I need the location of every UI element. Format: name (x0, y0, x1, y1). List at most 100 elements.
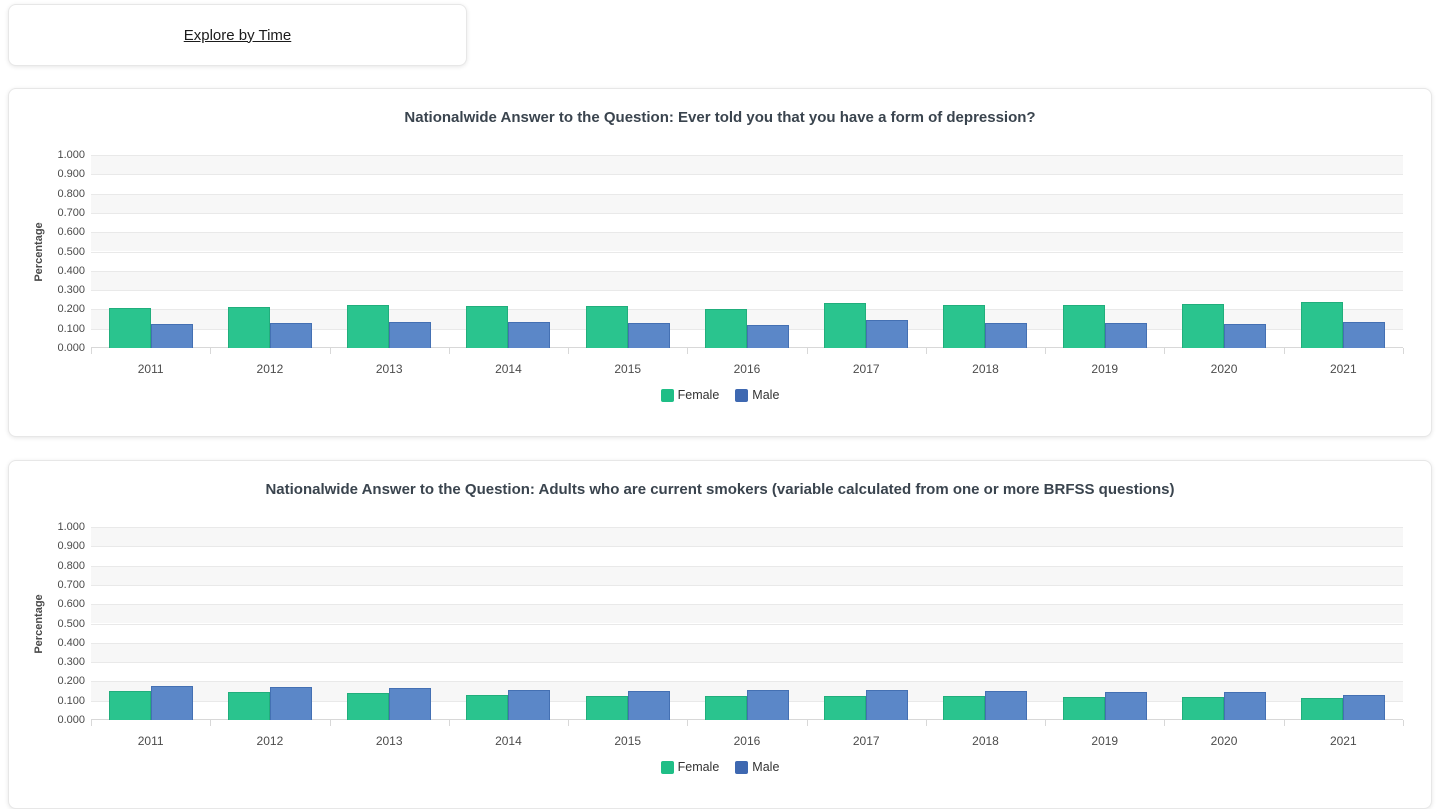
x-axis-label-2011: 2011 (137, 362, 164, 376)
bar-male-2012[interactable] (269, 323, 312, 348)
gridline (91, 546, 1403, 548)
bar-female-2014[interactable] (466, 695, 509, 720)
y-axis-tick-label: 1.000 (57, 521, 85, 533)
y-axis-tick-label: 0.200 (57, 675, 85, 688)
bar-male-2014[interactable] (508, 689, 551, 720)
chart-title: Nationalwide Answer to the Question: Adu… (265, 481, 1175, 498)
x-axis-label-2011: 2011 (137, 734, 164, 748)
bar-female-2011[interactable] (108, 691, 151, 720)
legend-label-male: Male (752, 388, 780, 402)
bar-male-2016[interactable] (746, 690, 789, 720)
smokers-chart-card: Nationalwide Answer to the Question: Adu… (8, 460, 1432, 809)
bar-female-2020[interactable] (1182, 304, 1225, 348)
bar-male-2015[interactable] (627, 690, 670, 720)
y-axis-tick-label: 0.500 (57, 617, 85, 630)
gridline (91, 155, 1403, 156)
bar-female-2014[interactable] (466, 305, 509, 348)
bar-male-2021[interactable] (1343, 694, 1386, 720)
bar-male-2011[interactable] (150, 686, 193, 720)
x-axis-tick (91, 720, 92, 726)
bar-group-2015 (568, 527, 687, 720)
x-axis-tick (568, 720, 570, 726)
bar-male-2019[interactable] (1104, 322, 1147, 348)
legend-swatch-male (735, 760, 749, 774)
legend-item-male[interactable]: Male (735, 759, 779, 775)
bar-male-2015[interactable] (627, 322, 670, 348)
x-axis-tick (210, 720, 212, 726)
bar-female-2019[interactable] (1062, 696, 1105, 720)
x-axis-label-2021: 2021 (1329, 734, 1357, 748)
x-axis-tick (1283, 720, 1285, 726)
x-axis-tick (1164, 720, 1166, 726)
gridline (91, 604, 1403, 606)
bar-female-2019[interactable] (1062, 305, 1105, 348)
y-axis-tick-label: 0.300 (57, 284, 85, 297)
x-axis-label-2017: 2017 (852, 362, 880, 376)
bar-female-2018[interactable] (943, 305, 986, 348)
y-axis-tick-label: 0.700 (57, 206, 85, 219)
bar-female-2021[interactable] (1301, 697, 1344, 720)
bar-male-2013[interactable] (389, 321, 432, 348)
chart-body: Percentage 1.000 0.900 0.800 0.700 0.600 0.50… (9, 149, 1431, 354)
legend-item-female[interactable]: Female (660, 759, 719, 775)
plot-band (91, 232, 1403, 252)
bar-female-2017[interactable] (824, 303, 867, 348)
bar-female-2011[interactable] (108, 308, 151, 348)
bar-male-2020[interactable] (1224, 324, 1267, 348)
gridline (91, 251, 1403, 253)
bar-male-2018[interactable] (985, 690, 1028, 720)
explore-by-time-link[interactable]: Explore by Time (183, 26, 292, 44)
bar-female-2016[interactable] (704, 695, 747, 720)
x-axis-tick (806, 720, 808, 726)
bar-male-2012[interactable] (269, 687, 312, 720)
bar-female-2015[interactable] (585, 696, 628, 720)
bar-group-2021 (1284, 155, 1403, 348)
y-axis-tick-label: 0.400 (57, 264, 85, 277)
plot-band (91, 193, 1403, 213)
x-axis-tick (1403, 720, 1404, 726)
bar-male-2014[interactable] (508, 322, 551, 348)
bar-male-2020[interactable] (1224, 692, 1267, 720)
x-axis-tick (687, 348, 689, 354)
bar-male-2013[interactable] (389, 687, 432, 720)
bar-female-2021[interactable] (1301, 301, 1344, 348)
bar-group-2014 (449, 155, 568, 348)
bar-group-2013 (330, 155, 449, 348)
bar-female-2012[interactable] (227, 692, 270, 720)
y-axis-labels: 1.000 0.900 0.800 0.700 0.600 0.500 0.400 0.300… (53, 521, 91, 726)
bar-group-2019 (1045, 527, 1164, 720)
x-axis-tick (1283, 348, 1285, 354)
bar-male-2019[interactable] (1104, 691, 1147, 720)
y-axis-tick-label: 0.500 (57, 245, 85, 258)
bar-male-2021[interactable] (1343, 322, 1386, 348)
x-axis-tick (806, 348, 808, 354)
bar-female-2015[interactable] (585, 306, 628, 348)
y-axis-tick-label: 0.100 (57, 694, 85, 707)
x-axis-tick (687, 720, 689, 726)
bar-male-2016[interactable] (746, 325, 789, 348)
bar-female-2012[interactable] (227, 307, 270, 348)
bar-female-2018[interactable] (943, 695, 986, 720)
x-axis-tick (329, 348, 331, 354)
bar-group-2020 (1164, 155, 1283, 348)
bar-group-2016 (687, 155, 806, 348)
explore-by-time-card: Explore by Time (8, 4, 467, 66)
legend-item-female[interactable]: Female (660, 387, 719, 403)
bar-female-2017[interactable] (824, 695, 867, 720)
y-axis-tick-label: 0.800 (57, 559, 85, 572)
bar-female-2020[interactable] (1182, 697, 1225, 720)
legend-item-male[interactable]: Male (735, 387, 779, 403)
x-axis-label-2013: 2013 (375, 362, 403, 376)
chart-title: Nationalwide Answer to the Question: Eve… (404, 109, 1036, 126)
plot-band (91, 527, 1403, 547)
bar-male-2018[interactable] (985, 322, 1028, 348)
x-axis-label-2020: 2020 (1210, 362, 1238, 376)
bar-male-2017[interactable] (866, 320, 909, 348)
bar-female-2016[interactable] (704, 309, 747, 348)
bar-female-2013[interactable] (347, 304, 390, 348)
bar-male-2017[interactable] (866, 690, 909, 720)
bar-male-2011[interactable] (150, 323, 193, 348)
y-axis-labels: 1.000 0.900 0.800 0.700 0.600 0.500 0.400 0.300… (53, 149, 91, 354)
x-axis-label-2021: 2021 (1329, 362, 1357, 376)
bar-female-2013[interactable] (347, 692, 390, 720)
